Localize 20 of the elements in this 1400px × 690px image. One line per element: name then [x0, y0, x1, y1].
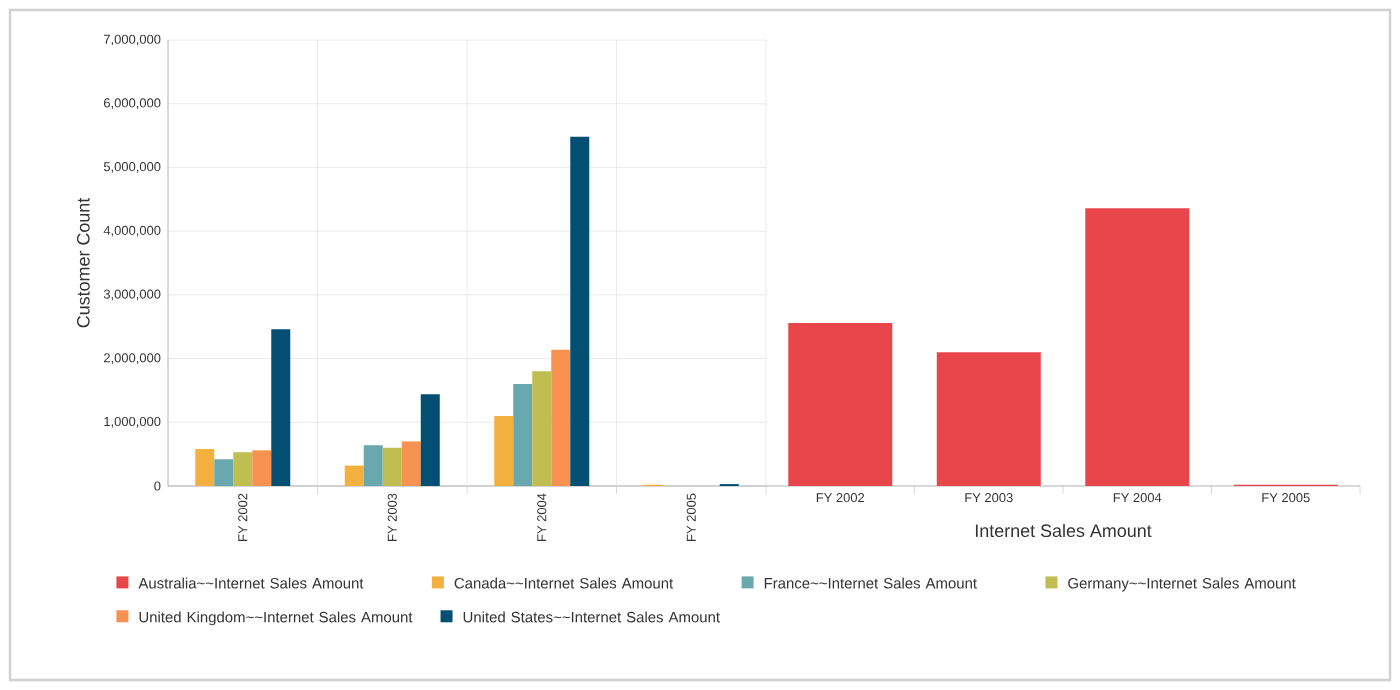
- x-axis-title: Internet Sales Amount: [975, 523, 1152, 538]
- bar: [532, 371, 552, 486]
- bar: [420, 394, 440, 486]
- bar: [513, 384, 533, 486]
- bar: [344, 465, 364, 486]
- bar: [401, 441, 421, 486]
- bar: [214, 459, 234, 486]
- bar: [936, 352, 1041, 486]
- bar: [551, 349, 571, 486]
- bar: [788, 322, 893, 486]
- bar: [382, 447, 402, 486]
- bar: [271, 329, 291, 486]
- bar: [252, 450, 272, 486]
- bar: [570, 136, 590, 486]
- bar: [195, 449, 215, 486]
- bar: [494, 415, 514, 486]
- bar: [233, 452, 253, 486]
- bar: [1085, 208, 1190, 486]
- bar: [363, 445, 383, 486]
- y-axis-title: Customer Count: [76, 197, 90, 328]
